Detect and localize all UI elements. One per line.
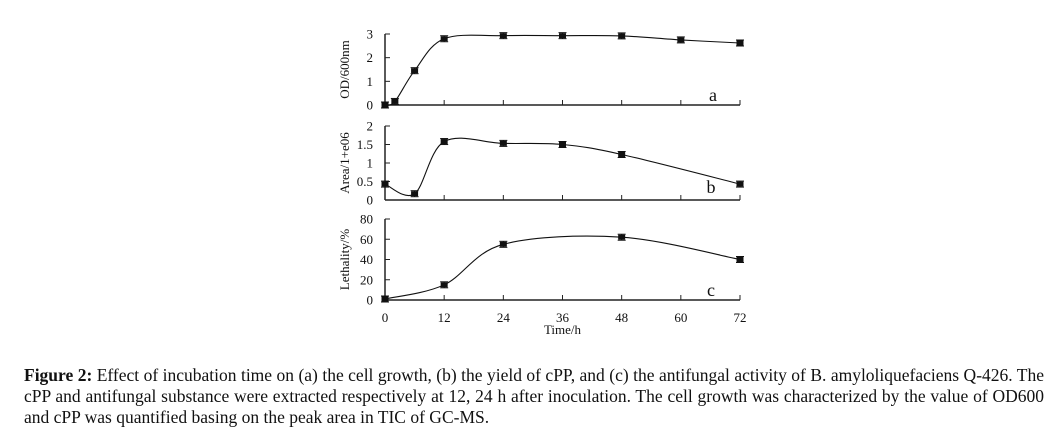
- x-tick-label: 0: [382, 310, 389, 325]
- marker: [381, 102, 389, 108]
- marker: [677, 37, 685, 43]
- x-tick-label: 60: [674, 310, 687, 325]
- panel-a: 0 1 2 3 OD/600nm a: [337, 27, 744, 113]
- x-tick-label: 36: [556, 310, 570, 325]
- marker: [440, 36, 448, 42]
- caption-label: Figure 2:: [24, 365, 93, 385]
- y-axis-label: Lethality/%: [337, 229, 352, 291]
- figure-caption: Figure 2: Effect of incubation time on (…: [24, 365, 1044, 428]
- marker: [618, 234, 626, 240]
- series-line: [384, 34, 741, 106]
- data-point: [558, 141, 567, 148]
- data-point: [410, 190, 419, 198]
- y-tick-label: 40: [360, 252, 373, 267]
- y-tick-label: 0: [367, 293, 374, 308]
- data-point: [499, 139, 508, 147]
- y-tick-label: 0.5: [357, 174, 373, 189]
- marker: [381, 181, 389, 187]
- marker: [736, 181, 744, 187]
- data-point: [617, 32, 626, 40]
- data-point: [736, 39, 744, 47]
- data-point: [736, 180, 744, 188]
- marker: [499, 241, 507, 247]
- data-point: [499, 32, 508, 40]
- y-tick-label: 60: [360, 232, 373, 247]
- marker: [559, 142, 566, 147]
- marker: [618, 33, 626, 39]
- y-tick-label: 1: [367, 156, 374, 171]
- data-point: [440, 281, 449, 289]
- x-tick-label: 24: [497, 310, 511, 325]
- x-tick-label: 72: [734, 310, 747, 325]
- y-axis-label: OD/600nm: [337, 40, 352, 99]
- data-point: [440, 138, 449, 146]
- marker: [381, 296, 389, 302]
- data-point: [410, 67, 419, 75]
- data-point: [381, 180, 389, 188]
- x-tick-label: 48: [615, 310, 628, 325]
- marker: [440, 282, 448, 288]
- panel-label: a: [709, 85, 717, 105]
- data-point: [381, 295, 389, 303]
- marker: [440, 139, 448, 145]
- y-tick-label: 1.5: [357, 137, 373, 152]
- y-tick-label: 20: [360, 272, 373, 287]
- data-point: [676, 36, 685, 44]
- marker: [499, 33, 507, 39]
- marker: [559, 33, 566, 39]
- marker: [391, 98, 399, 104]
- y-tick-label: 1: [367, 74, 374, 89]
- marker: [411, 68, 419, 74]
- data-point: [558, 32, 567, 40]
- marker: [411, 191, 419, 197]
- x-tick-label: 12: [438, 310, 451, 325]
- data-point: [617, 233, 626, 241]
- y-tick-label: 2: [367, 119, 374, 134]
- panel-label: c: [707, 280, 715, 300]
- marker: [736, 40, 744, 46]
- panel-label: b: [707, 177, 716, 197]
- data-point: [736, 256, 744, 263]
- data-point: [617, 150, 626, 158]
- x-axis-label: Time/h: [544, 322, 582, 337]
- data-point: [381, 101, 389, 109]
- y-tick-label: 3: [367, 27, 374, 42]
- y-tick-label: 0: [367, 193, 374, 208]
- marker: [736, 257, 744, 262]
- y-tick-label: 2: [367, 50, 374, 65]
- panel-c: 0 20 40 60 80 Lethality/% c: [337, 212, 744, 308]
- data-point: [390, 97, 399, 105]
- data-point: [440, 35, 449, 43]
- marker: [499, 140, 507, 146]
- caption-text: Effect of incubation time on (a) the cel…: [24, 365, 1044, 427]
- data-point: [499, 240, 508, 248]
- marker: [618, 151, 626, 157]
- series-line: [384, 235, 741, 300]
- y-axis-label: Area/1+e06: [337, 132, 352, 194]
- y-tick-label: 0: [367, 98, 374, 113]
- panel-b: 0 0.5 1 1.5 2 Area/1+e06 b: [337, 119, 744, 208]
- y-tick-label: 80: [360, 212, 373, 227]
